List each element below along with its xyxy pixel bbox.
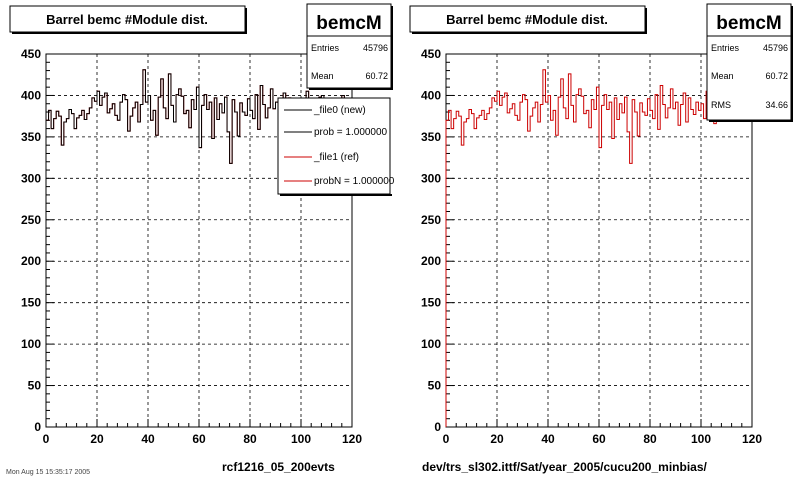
left-footer-label: rcf1216_05_200evts bbox=[222, 460, 335, 474]
right-y-tick-label: 200 bbox=[421, 254, 441, 268]
left-y-tick-label: 450 bbox=[21, 47, 41, 61]
right-y-tick-label: 250 bbox=[421, 213, 441, 227]
left-title-box: Barrel bemc #Module dist. bbox=[9, 5, 247, 34]
left-x-tick-label: 100 bbox=[291, 432, 311, 446]
right-plot-area: 0 20 40 60 80 100 120 0 50 100 150 200 250 300 350 400 4… bbox=[421, 47, 762, 446]
left-stats-mean-label: Mean bbox=[311, 71, 334, 81]
left-y-tick-label: 100 bbox=[21, 337, 41, 351]
right-x-tick-label: 120 bbox=[742, 432, 762, 446]
right-stats-rms-label: RMS bbox=[711, 100, 731, 110]
left-x-tick-label: 120 bbox=[342, 432, 362, 446]
right-stats-mean-label: Mean bbox=[711, 71, 734, 81]
left-y-tick-label: 50 bbox=[28, 379, 42, 393]
right-panel: 0 20 40 60 80 100 120 0 50 100 150 200 250 300 350 400 4… bbox=[409, 3, 793, 474]
right-x-tick-label: 80 bbox=[643, 432, 657, 446]
right-y-tick-label: 100 bbox=[421, 337, 441, 351]
left-x-tick-label: 60 bbox=[192, 432, 206, 446]
left-y-tick-label: 0 bbox=[34, 420, 41, 434]
left-x-tick-label: 0 bbox=[43, 432, 50, 446]
right-y-tick-label: 450 bbox=[421, 47, 441, 61]
left-stats-entries-label: Entries bbox=[311, 43, 340, 53]
legend-item-prob: prob = 1.000000 bbox=[314, 127, 388, 138]
left-stats-entries-value: 45796 bbox=[363, 43, 388, 53]
right-stats-mean-value: 60.72 bbox=[765, 71, 788, 81]
left-y-tick-label: 350 bbox=[21, 130, 41, 144]
right-x-tick-label: 0 bbox=[443, 432, 450, 446]
right-x-tick-label: 40 bbox=[541, 432, 555, 446]
right-footer-label: dev/trs_sl302.ittf/Sat/year_2005/cucu200… bbox=[422, 460, 707, 474]
right-y-tick-label: 0 bbox=[434, 420, 441, 434]
right-series-histogram bbox=[445, 69, 752, 427]
left-y-tick-label: 250 bbox=[21, 213, 41, 227]
right-title: Barrel bemc #Module dist. bbox=[446, 12, 608, 27]
right-y-tick-label: 150 bbox=[421, 296, 441, 310]
left-stats-mean-value: 60.72 bbox=[365, 71, 388, 81]
right-stats-name: bemcM bbox=[716, 13, 781, 34]
left-y-tick-label: 300 bbox=[21, 171, 41, 185]
right-x-tick-label: 100 bbox=[691, 432, 711, 446]
right-stats-rms-value: 34.66 bbox=[765, 100, 788, 110]
left-y-tick-label: 400 bbox=[21, 88, 41, 102]
right-title-box: Barrel bemc #Module dist. bbox=[409, 5, 647, 34]
right-stats-box: bemcM Entries 45796 Mean 60.72 RMS 34.66 bbox=[706, 3, 793, 122]
right-y-tick-label: 350 bbox=[421, 130, 441, 144]
legend-item-file0: _file0 (new) bbox=[313, 105, 366, 116]
left-y-tick-label: 150 bbox=[21, 296, 41, 310]
left-x-tick-label: 80 bbox=[243, 432, 257, 446]
left-title: Barrel bemc #Module dist. bbox=[46, 12, 208, 27]
right-stats-entries-label: Entries bbox=[711, 43, 740, 53]
left-legend: _file0 (new) prob = 1.000000 _file1 (ref… bbox=[277, 97, 395, 196]
left-x-tick-label: 40 bbox=[141, 432, 155, 446]
right-stats-entries-value: 45796 bbox=[763, 43, 788, 53]
legend-item-file1: _file1 (ref) bbox=[313, 152, 359, 163]
right-x-tick-label: 20 bbox=[490, 432, 504, 446]
right-y-tick-label: 300 bbox=[421, 171, 441, 185]
left-x-tick-label: 20 bbox=[90, 432, 104, 446]
right-y-tick-label: 50 bbox=[428, 379, 442, 393]
right-x-tick-label: 60 bbox=[592, 432, 606, 446]
legend-item-probn: probN = 1.000000 bbox=[314, 176, 395, 187]
left-y-tick-label: 200 bbox=[21, 254, 41, 268]
left-stats-box: bemcM Entries 45796 Mean 60.72 bbox=[306, 3, 393, 90]
left-panel: 0 20 40 60 80 100 120 0 50 100 150 200 250 300 350 400 4… bbox=[9, 3, 395, 474]
right-y-tick-label: 400 bbox=[421, 88, 441, 102]
timestamp-text: Mon Aug 15 15:35:17 2005 bbox=[6, 469, 90, 476]
left-stats-name: bemcM bbox=[316, 13, 381, 34]
